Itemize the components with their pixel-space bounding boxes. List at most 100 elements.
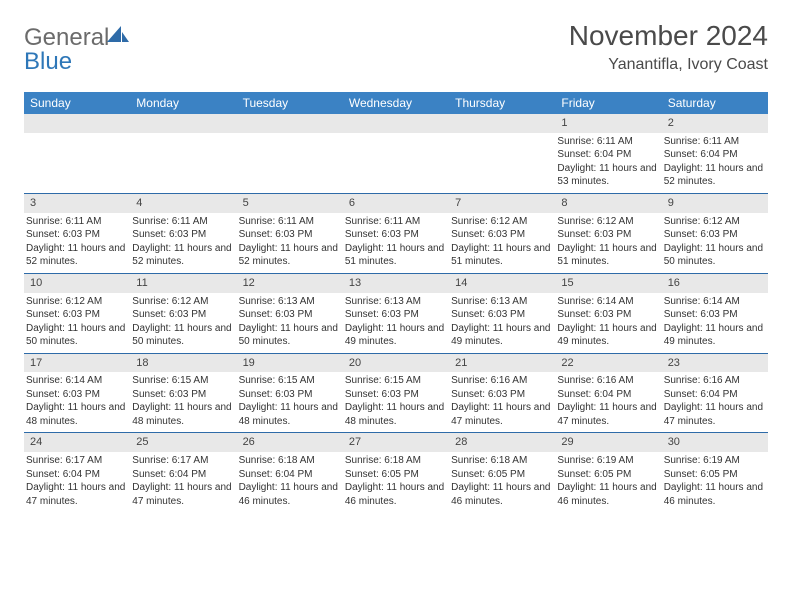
sunrise-line: Sunrise: 6:11 AM [557, 135, 657, 149]
sunrise-line: Sunrise: 6:11 AM [664, 135, 764, 149]
location: Yanantifla, Ivory Coast [569, 56, 768, 74]
day-details: Sunrise: 6:19 AMSunset: 6:05 PMDaylight:… [555, 452, 661, 512]
calendar-cell: 5Sunrise: 6:11 AMSunset: 6:03 PMDaylight… [237, 194, 343, 273]
calendar-cell: 2Sunrise: 6:11 AMSunset: 6:04 PMDaylight… [662, 114, 768, 193]
daylight-line: Daylight: 11 hours and 47 minutes. [26, 481, 126, 508]
calendar-cell: 28Sunrise: 6:18 AMSunset: 6:05 PMDayligh… [449, 433, 555, 512]
day-number: 24 [24, 433, 130, 452]
day-details: Sunrise: 6:12 AMSunset: 6:03 PMDaylight:… [130, 293, 236, 353]
sunrise-line: Sunrise: 6:18 AM [345, 454, 445, 468]
calendar-row: 17Sunrise: 6:14 AMSunset: 6:03 PMDayligh… [24, 353, 768, 433]
sunset-line: Sunset: 6:04 PM [26, 468, 126, 482]
calendar-cell: 15Sunrise: 6:14 AMSunset: 6:03 PMDayligh… [555, 274, 661, 353]
weekday-tue: Tuesday [237, 92, 343, 114]
daylight-line: Daylight: 11 hours and 52 minutes. [239, 242, 339, 269]
day-details: Sunrise: 6:14 AMSunset: 6:03 PMDaylight:… [24, 372, 130, 432]
daylight-line: Daylight: 11 hours and 50 minutes. [132, 322, 232, 349]
daylight-line: Daylight: 11 hours and 49 minutes. [557, 322, 657, 349]
calendar-cell: 11Sunrise: 6:12 AMSunset: 6:03 PMDayligh… [130, 274, 236, 353]
day-number: 28 [449, 433, 555, 452]
daylight-line: Daylight: 11 hours and 48 minutes. [132, 401, 232, 428]
sunrise-line: Sunrise: 6:13 AM [451, 295, 551, 309]
day-number [24, 114, 130, 133]
day-details: Sunrise: 6:13 AMSunset: 6:03 PMDaylight:… [449, 293, 555, 353]
logo-sail-icon [107, 26, 129, 49]
day-details: Sunrise: 6:19 AMSunset: 6:05 PMDaylight:… [662, 452, 768, 512]
weekday-wed: Wednesday [343, 92, 449, 114]
daylight-line: Daylight: 11 hours and 53 minutes. [557, 162, 657, 189]
sunrise-line: Sunrise: 6:12 AM [664, 215, 764, 229]
sunset-line: Sunset: 6:04 PM [557, 148, 657, 162]
logo-text-gray: General [24, 24, 109, 51]
calendar-cell: 26Sunrise: 6:18 AMSunset: 6:04 PMDayligh… [237, 433, 343, 512]
sunrise-line: Sunrise: 6:17 AM [132, 454, 232, 468]
calendar-cell: 25Sunrise: 6:17 AMSunset: 6:04 PMDayligh… [130, 433, 236, 512]
calendar-page: General Blue November 2024 Yanantifla, I… [0, 0, 792, 532]
day-details: Sunrise: 6:16 AMSunset: 6:04 PMDaylight:… [662, 372, 768, 432]
day-number [130, 114, 236, 133]
calendar-cell: 4Sunrise: 6:11 AMSunset: 6:03 PMDaylight… [130, 194, 236, 273]
daylight-line: Daylight: 11 hours and 52 minutes. [26, 242, 126, 269]
day-details: Sunrise: 6:18 AMSunset: 6:05 PMDaylight:… [343, 452, 449, 512]
sunrise-line: Sunrise: 6:16 AM [664, 374, 764, 388]
calendar-cell: 27Sunrise: 6:18 AMSunset: 6:05 PMDayligh… [343, 433, 449, 512]
sunrise-line: Sunrise: 6:14 AM [664, 295, 764, 309]
day-details: Sunrise: 6:12 AMSunset: 6:03 PMDaylight:… [662, 213, 768, 273]
day-number: 12 [237, 274, 343, 293]
calendar-cell: 17Sunrise: 6:14 AMSunset: 6:03 PMDayligh… [24, 354, 130, 433]
sunset-line: Sunset: 6:05 PM [557, 468, 657, 482]
day-number: 14 [449, 274, 555, 293]
day-number [343, 114, 449, 133]
daylight-line: Daylight: 11 hours and 52 minutes. [664, 162, 764, 189]
weekday-thu: Thursday [449, 92, 555, 114]
day-number: 8 [555, 194, 661, 213]
calendar-row: 10Sunrise: 6:12 AMSunset: 6:03 PMDayligh… [24, 273, 768, 353]
calendar-cell [449, 114, 555, 193]
sunrise-line: Sunrise: 6:18 AM [451, 454, 551, 468]
sunrise-line: Sunrise: 6:12 AM [26, 295, 126, 309]
day-number [449, 114, 555, 133]
sunrise-line: Sunrise: 6:11 AM [132, 215, 232, 229]
sunset-line: Sunset: 6:03 PM [451, 388, 551, 402]
sunset-line: Sunset: 6:03 PM [664, 308, 764, 322]
sunset-line: Sunset: 6:05 PM [451, 468, 551, 482]
sunrise-line: Sunrise: 6:16 AM [451, 374, 551, 388]
calendar-cell: 29Sunrise: 6:19 AMSunset: 6:05 PMDayligh… [555, 433, 661, 512]
sunset-line: Sunset: 6:03 PM [557, 228, 657, 242]
month-title: November 2024 [569, 20, 768, 52]
day-details: Sunrise: 6:15 AMSunset: 6:03 PMDaylight:… [130, 372, 236, 432]
day-number: 25 [130, 433, 236, 452]
daylight-line: Daylight: 11 hours and 46 minutes. [557, 481, 657, 508]
day-number: 18 [130, 354, 236, 373]
sunset-line: Sunset: 6:03 PM [451, 228, 551, 242]
weekday-sat: Saturday [662, 92, 768, 114]
calendar-cell: 23Sunrise: 6:16 AMSunset: 6:04 PMDayligh… [662, 354, 768, 433]
sunset-line: Sunset: 6:04 PM [132, 468, 232, 482]
sunset-line: Sunset: 6:04 PM [239, 468, 339, 482]
sunrise-line: Sunrise: 6:14 AM [557, 295, 657, 309]
day-number: 30 [662, 433, 768, 452]
daylight-line: Daylight: 11 hours and 52 minutes. [132, 242, 232, 269]
day-number: 16 [662, 274, 768, 293]
sunrise-line: Sunrise: 6:12 AM [557, 215, 657, 229]
calendar-cell: 22Sunrise: 6:16 AMSunset: 6:04 PMDayligh… [555, 354, 661, 433]
sunset-line: Sunset: 6:03 PM [132, 228, 232, 242]
sunrise-line: Sunrise: 6:11 AM [26, 215, 126, 229]
sunset-line: Sunset: 6:04 PM [664, 148, 764, 162]
sunset-line: Sunset: 6:03 PM [132, 388, 232, 402]
sunrise-line: Sunrise: 6:15 AM [132, 374, 232, 388]
day-details: Sunrise: 6:15 AMSunset: 6:03 PMDaylight:… [343, 372, 449, 432]
sunset-line: Sunset: 6:04 PM [557, 388, 657, 402]
daylight-line: Daylight: 11 hours and 47 minutes. [557, 401, 657, 428]
logo-text-blue: Blue [24, 48, 72, 75]
sunrise-line: Sunrise: 6:12 AM [451, 215, 551, 229]
day-details: Sunrise: 6:15 AMSunset: 6:03 PMDaylight:… [237, 372, 343, 432]
daylight-line: Daylight: 11 hours and 49 minutes. [451, 322, 551, 349]
calendar: Sunday Monday Tuesday Wednesday Thursday… [24, 92, 768, 512]
day-details: Sunrise: 6:17 AMSunset: 6:04 PMDaylight:… [130, 452, 236, 512]
calendar-cell: 14Sunrise: 6:13 AMSunset: 6:03 PMDayligh… [449, 274, 555, 353]
daylight-line: Daylight: 11 hours and 48 minutes. [239, 401, 339, 428]
calendar-cell: 1Sunrise: 6:11 AMSunset: 6:04 PMDaylight… [555, 114, 661, 193]
day-details: Sunrise: 6:11 AMSunset: 6:04 PMDaylight:… [555, 133, 661, 193]
daylight-line: Daylight: 11 hours and 51 minutes. [557, 242, 657, 269]
